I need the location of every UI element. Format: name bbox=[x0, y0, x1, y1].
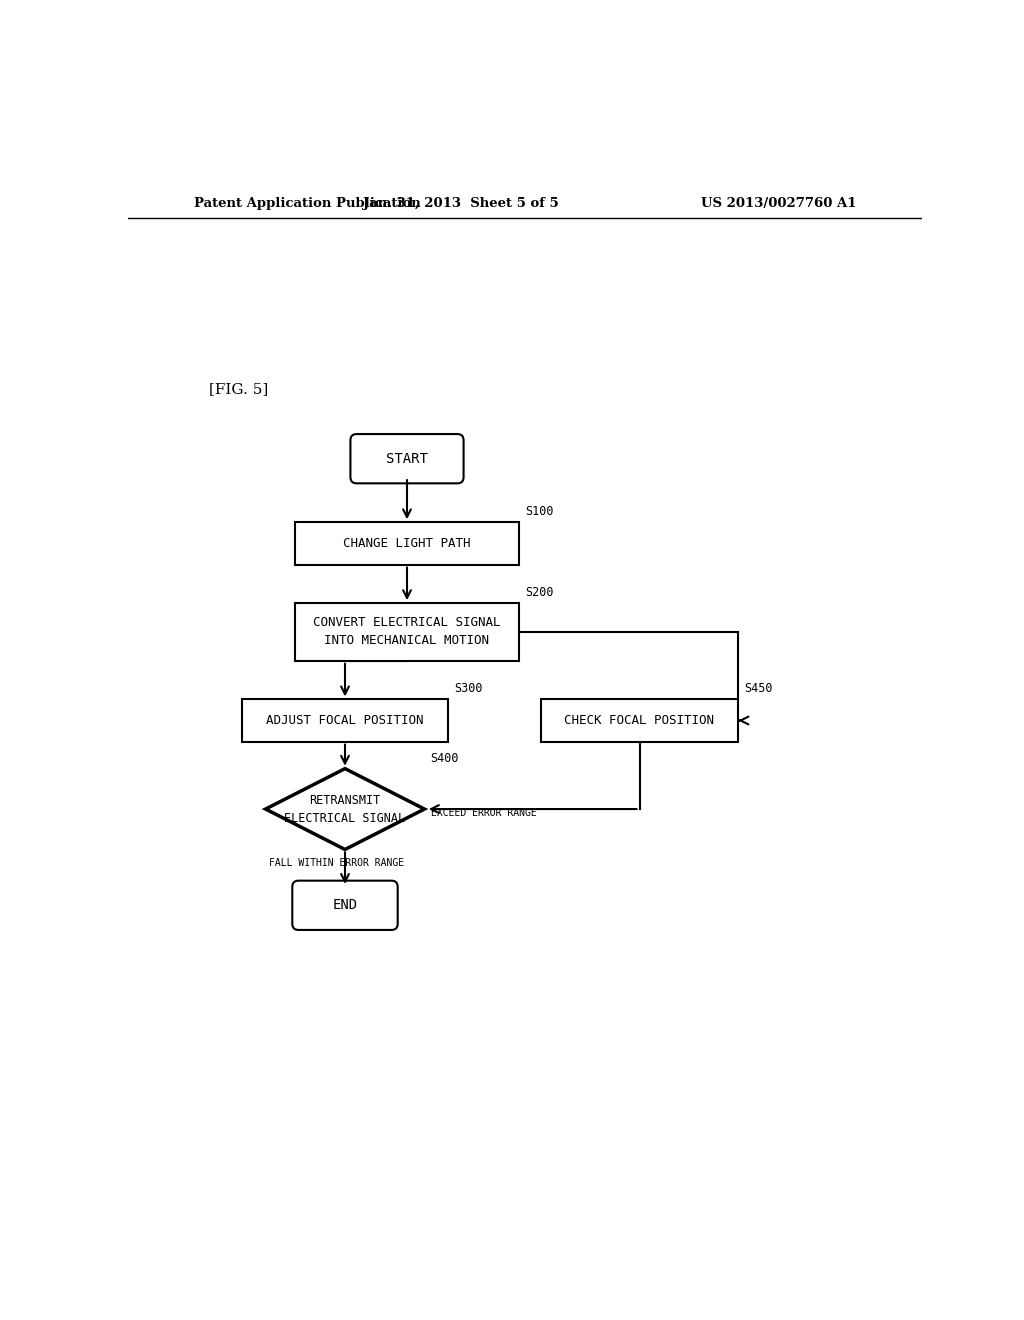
Text: RETRANSMIT
ELECTRICAL SIGNAL: RETRANSMIT ELECTRICAL SIGNAL bbox=[285, 793, 406, 825]
Bar bbox=[295, 523, 519, 565]
Bar bbox=[541, 700, 738, 742]
Text: S400: S400 bbox=[431, 752, 459, 764]
Text: S200: S200 bbox=[525, 586, 554, 599]
FancyBboxPatch shape bbox=[292, 880, 397, 929]
Text: [FIG. 5]: [FIG. 5] bbox=[209, 383, 268, 396]
Text: CONVERT ELECTRICAL SIGNAL
INTO MECHANICAL MOTION: CONVERT ELECTRICAL SIGNAL INTO MECHANICA… bbox=[313, 616, 501, 647]
Text: S450: S450 bbox=[744, 682, 773, 696]
Text: ADJUST FOCAL POSITION: ADJUST FOCAL POSITION bbox=[266, 714, 424, 727]
Bar bbox=[243, 700, 447, 742]
Text: US 2013/0027760 A1: US 2013/0027760 A1 bbox=[701, 197, 856, 210]
FancyBboxPatch shape bbox=[350, 434, 464, 483]
Text: Jan. 31, 2013  Sheet 5 of 5: Jan. 31, 2013 Sheet 5 of 5 bbox=[364, 197, 559, 210]
Text: CHECK FOCAL POSITION: CHECK FOCAL POSITION bbox=[564, 714, 715, 727]
Bar bbox=[295, 603, 519, 661]
Text: CHANGE LIGHT PATH: CHANGE LIGHT PATH bbox=[343, 537, 471, 550]
Text: S100: S100 bbox=[525, 506, 554, 519]
Text: EXCEED ERROR RANGE: EXCEED ERROR RANGE bbox=[431, 808, 537, 818]
Polygon shape bbox=[265, 768, 424, 850]
Text: S300: S300 bbox=[454, 682, 482, 696]
Text: START: START bbox=[386, 451, 428, 466]
Text: FALL WITHIN ERROR RANGE: FALL WITHIN ERROR RANGE bbox=[269, 858, 404, 869]
Text: END: END bbox=[333, 899, 357, 912]
Text: Patent Application Publication: Patent Application Publication bbox=[194, 197, 421, 210]
